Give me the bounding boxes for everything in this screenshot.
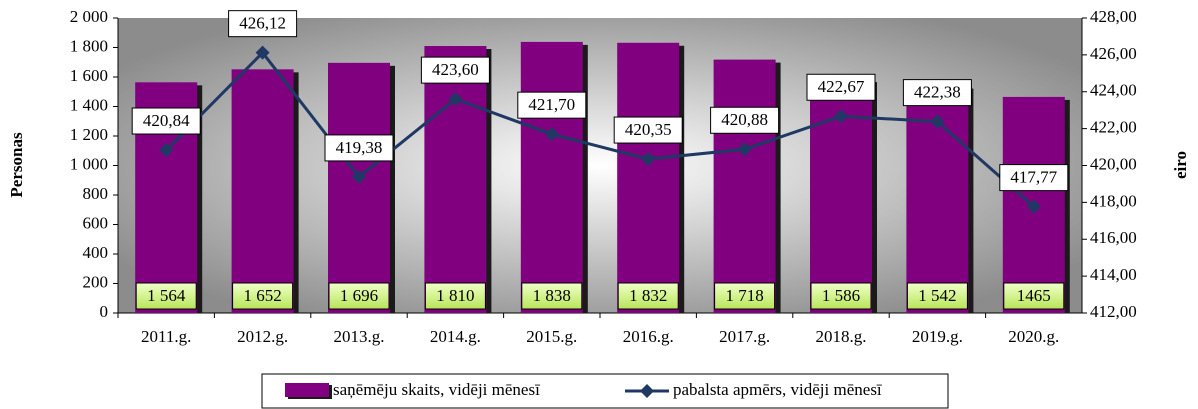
- data-label: 426,12: [239, 14, 286, 33]
- data-label: 423,60: [432, 60, 479, 79]
- data-label: 1 542: [918, 286, 956, 305]
- data-label: 422,67: [818, 77, 865, 96]
- data-label: 419,38: [336, 138, 383, 157]
- data-label-box: [810, 282, 872, 310]
- data-label-box: [617, 282, 679, 310]
- data-label: 1 810: [436, 286, 474, 305]
- y2-tick-label: 414,00: [1090, 265, 1137, 284]
- y-tick-label: 1 400: [70, 95, 108, 114]
- data-label-box: [232, 282, 294, 310]
- data-label-box: [613, 116, 683, 144]
- line-marker: [1026, 199, 1041, 214]
- y2-tick-label: 416,00: [1090, 228, 1137, 247]
- data-label-box: [328, 282, 390, 310]
- y2-tick-label: 418,00: [1090, 191, 1137, 210]
- y-tick-label: 1 600: [70, 66, 108, 85]
- data-label: 417,77: [1010, 168, 1057, 187]
- x-tick-label: 2014.g.: [430, 327, 481, 346]
- y2-tick-label: 422,00: [1090, 118, 1137, 137]
- y2-tick-label: 412,00: [1090, 302, 1137, 321]
- y-tick-label: 2 000: [70, 7, 108, 26]
- line-marker: [448, 92, 463, 107]
- bar: [231, 69, 294, 313]
- data-label-box: [131, 107, 201, 135]
- legend-label: pabalsta apmērs, vidēji mēnesī: [673, 380, 882, 399]
- bar: [328, 62, 390, 314]
- data-label: 420,88: [721, 110, 768, 129]
- y-tick-label: 200: [83, 272, 109, 291]
- data-label: 1 564: [147, 286, 186, 305]
- line-marker: [544, 127, 559, 142]
- line-marker: [641, 152, 656, 167]
- data-label-box: [806, 73, 876, 101]
- y2-tick-label: 420,00: [1090, 154, 1137, 173]
- line: [165, 50, 1035, 208]
- data-label-box: [902, 79, 972, 107]
- data-label: 1 586: [822, 286, 860, 305]
- data-label-box: [135, 282, 197, 310]
- data-label: 1 696: [340, 286, 378, 305]
- data-label: 1 832: [629, 286, 667, 305]
- line-marker: [255, 45, 270, 60]
- data-label-box: [1003, 282, 1065, 310]
- y2-tick-label: 426,00: [1090, 44, 1137, 63]
- data-label: 422,38: [914, 83, 961, 102]
- bar: [424, 46, 487, 314]
- bar: [520, 41, 583, 314]
- y2-tick-label: 428,00: [1090, 7, 1137, 26]
- legend-marker: [640, 384, 654, 398]
- data-label-box: [420, 56, 490, 84]
- y-tick-label: 400: [83, 243, 109, 262]
- data-label: 1 718: [725, 286, 763, 305]
- y-tick-label: 0: [100, 302, 109, 321]
- data-label: 420,35: [625, 120, 672, 139]
- bar: [617, 42, 680, 313]
- data-label-box: [228, 10, 298, 38]
- x-tick-label: 2018.g.: [816, 327, 867, 346]
- data-label: 421,70: [528, 95, 575, 114]
- data-label-box: [424, 282, 486, 310]
- data-label-box: [714, 282, 776, 310]
- data-label-box: [710, 106, 780, 134]
- y-tick-label: 1 000: [70, 154, 108, 173]
- x-tick-label: 2011.g.: [141, 327, 191, 346]
- x-tick-label: 2013.g.: [334, 327, 385, 346]
- y-axis-title: Personas: [7, 132, 26, 198]
- data-label: 420,84: [143, 111, 190, 130]
- x-tick-label: 2020.g.: [1008, 327, 1059, 346]
- x-tick-label: 2012.g.: [237, 327, 288, 346]
- data-label-box: [906, 282, 968, 310]
- y2-axis-title: eiro: [1171, 151, 1190, 179]
- x-tick-label: 2016.g.: [623, 327, 674, 346]
- data-label: 1465: [1017, 286, 1051, 305]
- legend: [261, 373, 949, 409]
- bar: [713, 59, 776, 313]
- data-label: 1 652: [243, 286, 281, 305]
- y2-tick-label: 424,00: [1090, 81, 1137, 100]
- x-tick-label: 2015.g.: [526, 327, 577, 346]
- line-marker: [737, 142, 752, 157]
- y-tick-label: 1 200: [70, 125, 108, 144]
- legend-swatch: [285, 383, 329, 397]
- y-tick-label: 600: [83, 213, 109, 232]
- line-marker: [834, 109, 848, 124]
- data-label-box: [521, 282, 583, 310]
- line-marker: [159, 143, 174, 158]
- data-label-box: [324, 134, 394, 162]
- data-label-box: [517, 91, 587, 119]
- line-marker: [930, 114, 945, 129]
- legend-label: saņēmēju skaits, vidēji mēnesī: [333, 380, 540, 399]
- x-tick-label: 2019.g.: [912, 327, 963, 346]
- x-tick-label: 2017.g.: [719, 327, 770, 346]
- data-label: 1 838: [533, 286, 571, 305]
- line-marker: [352, 169, 366, 184]
- y-tick-label: 800: [83, 184, 109, 203]
- y-tick-label: 1 800: [70, 36, 108, 55]
- data-label-box: [999, 164, 1069, 192]
